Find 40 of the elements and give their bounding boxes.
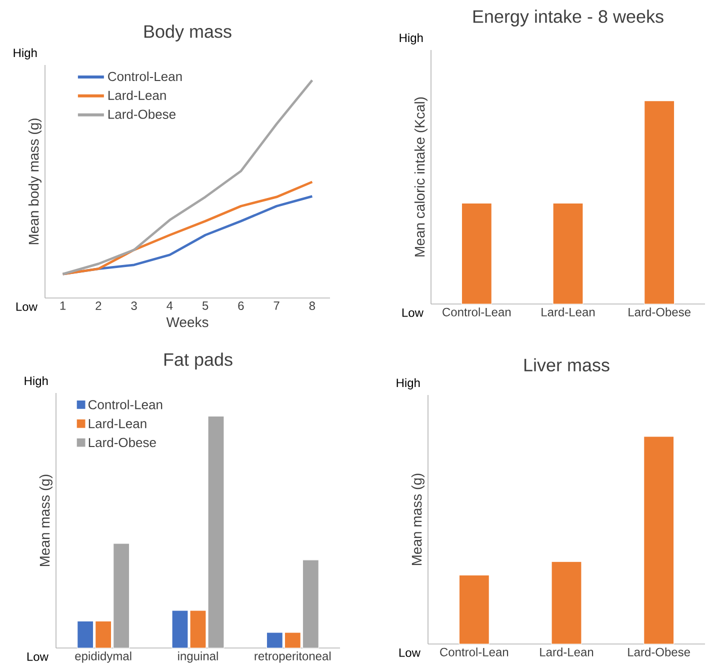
- chart-title: Fat pads: [164, 352, 232, 370]
- x-tick-label: Lard-Lean: [540, 648, 594, 656]
- x-tick-label: 4: [166, 302, 173, 310]
- text: High: [24, 376, 48, 388]
- text: Low: [16, 302, 38, 311]
- x-tick-label: Control-Lean: [440, 648, 508, 656]
- text: High: [400, 33, 423, 44]
- y-axis-title: Mean mass (g): [39, 474, 52, 566]
- x-tick-label: 5: [202, 302, 208, 310]
- x-tick-label: 1: [60, 302, 66, 310]
- x-tick-label: Lard-Obese: [628, 648, 690, 656]
- legend-label: Control-Lean: [88, 400, 162, 410]
- text: Low: [27, 652, 48, 661]
- legend-label: Lard-Lean: [88, 418, 146, 428]
- y-axis-title: Mean body mass (g): [28, 118, 42, 244]
- legend-label: Lard-Obese: [88, 438, 156, 448]
- text: Low: [399, 648, 420, 657]
- x-tick-label: Lard-Obese: [628, 308, 690, 316]
- x-tick-label: 6: [238, 302, 244, 310]
- text: High: [14, 48, 37, 60]
- y-axis-title: Mean caloric intake (Kcal): [414, 97, 428, 256]
- x-tick-label: Control-Lean: [442, 308, 511, 316]
- x-tick-label: 3: [131, 302, 137, 310]
- legend-label: Control-Lean: [108, 72, 182, 82]
- chart-title: Liver mass: [524, 358, 610, 372]
- chart-title: Body mass: [144, 24, 232, 42]
- x-tick-label: inguinal: [178, 652, 218, 663]
- legend-label: Lard-Lean: [108, 90, 166, 100]
- text: High: [396, 378, 420, 390]
- x-tick-label: 7: [274, 302, 280, 310]
- x-tick-label: 2: [96, 302, 102, 310]
- x-tick-label: epididymal: [75, 652, 132, 663]
- text: Low: [402, 308, 424, 317]
- x-tick-label: retroperitoneal: [254, 652, 331, 663]
- x-axis-title: Weeks: [166, 316, 208, 328]
- chart-title: Energy intake - 8 weeks: [473, 10, 664, 26]
- x-tick-label: Lard-Lean: [542, 308, 595, 316]
- y-axis-title: Mean mass (g): [411, 474, 424, 566]
- x-tick-label: 8: [309, 302, 315, 310]
- legend-label: Lard-Obese: [108, 109, 176, 119]
